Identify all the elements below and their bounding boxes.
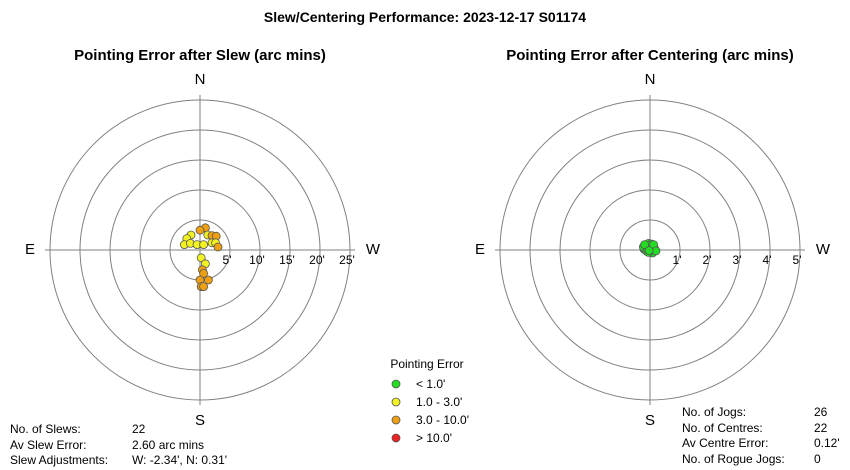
centering-stat-value: 22 [814,420,828,435]
slew-ring-label: 15' [279,253,295,267]
legend-swatch [391,397,401,407]
legend-label: 1.0 - 3.0' [416,395,462,409]
slew-compass-n: N [195,71,206,88]
centering-stat-value: 26 [814,405,828,419]
slew-data-point [196,253,206,263]
slew-stat-key: Av Slew Error: [10,437,87,452]
slew-data-point [199,282,209,292]
centering-stat-row: No. of Centres: 22 [682,421,840,437]
centering-stat-value: 0 [814,451,821,466]
centering-data-point [644,246,654,256]
centering-stat-key: Av Centre Error: [682,436,769,450]
legend-title: Pointing Error [390,357,463,371]
slew-ring-label: 10' [249,253,265,267]
slew-data-point [195,225,205,235]
slew-compass-w: W [366,241,381,258]
centering-compass-w: W [816,241,831,258]
slew-ring-label: 25' [339,253,355,267]
slew-stat-key: Slew Adjustments: [10,453,109,467]
slew-stat-row: Slew Adjustments: W: -2.34', N: 0.31' [10,453,227,469]
centering-stat-key: No. of Centres: [682,420,763,435]
legend-swatch [391,433,401,443]
centering-stat-row: Av Centre Error: 0.12' [682,436,840,452]
slew-plot-title: Pointing Error after Slew (arc mins) [74,47,326,64]
slew-data-point [213,242,223,252]
slew-stats: No. of Slews: 22 Av Slew Error: 2.60 arc mi… [10,422,227,469]
slew-stat-key: No. of Slews: [10,422,81,436]
slew-stat-row: Av Slew Error: 2.60 arc mins [10,438,227,454]
slew-stat-value: 2.60 arc mins [132,437,205,452]
centering-ring-label: 4' [763,253,772,267]
legend-swatch [391,379,401,389]
slew-ring-label: 5' [223,253,232,267]
slew-stat-row: No. of Slews: 22 [10,422,227,438]
centering-compass-e: E [475,241,485,258]
slew-compass-e: E [25,241,35,258]
centering-stats: No. of Jogs: 26 No. of Centres: 22 Av Centre… [682,405,840,467]
main-title: Slew/Centering Performance: 2023-12-17 S… [263,9,587,25]
centering-compass-n: N [645,71,656,88]
legend-label: 3.0 - 10.0' [416,413,469,427]
centering-stat-value: 0.12' [814,436,840,450]
slew-stat-value: 22 [132,422,146,436]
centering-stat-key: No. of Rogue Jogs: [682,451,785,466]
centering-plot-title: Pointing Error after Centering (arc mins… [506,47,794,64]
slew-data-point [199,240,209,250]
centering-polar-plot: Pointing Error after Centering (arc mins… [475,47,831,429]
slew-ring-label: 20' [309,253,325,267]
legend-swatch [391,415,401,425]
centering-stat-row: No. of Rogue Jogs: 0 [682,452,840,468]
slew-data-point [199,268,209,278]
slew-stat-value: W: -2.34', N: 0.31' [132,453,228,467]
slew-data-point [203,275,213,285]
centering-ring-label: 5' [793,253,802,267]
slew-compass-s: S [195,412,205,429]
centering-ring-label: 3' [733,253,742,267]
centering-stat-key: No. of Jogs: [682,405,747,419]
legend: Pointing Error < 1.0' 1.0 - 3.0' 3.0 - 10.… [390,357,469,445]
centering-compass-s: S [645,412,655,429]
legend-label: < 1.0' [416,377,445,391]
legend-label: > 10.0' [416,431,452,445]
slew-polar-plot: Pointing Error after Slew (arc mins) N S… [25,47,381,429]
centering-stat-row: No. of Jogs: 26 [682,405,840,421]
centering-data-point [640,240,649,250]
centering-ring-label: 2' [703,253,712,267]
centering-ring-label: 1' [673,253,682,267]
